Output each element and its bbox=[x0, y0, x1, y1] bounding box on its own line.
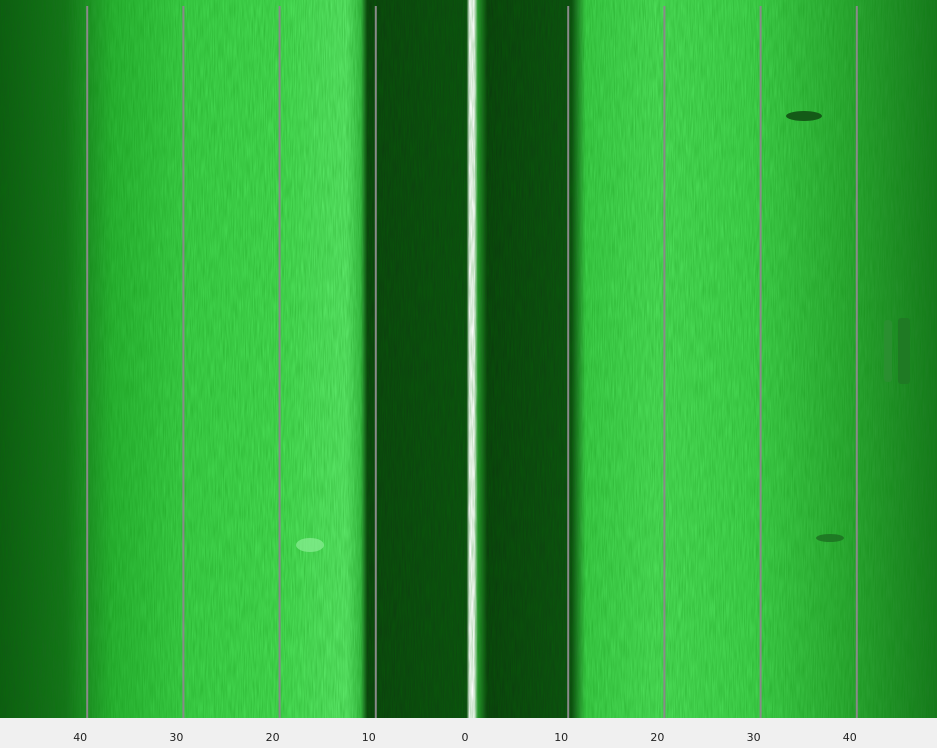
range-label: 40 bbox=[73, 731, 87, 744]
range-label: 0 bbox=[462, 731, 469, 744]
sonar-noise bbox=[0, 0, 937, 718]
target-echo bbox=[884, 320, 892, 382]
target-echo bbox=[816, 534, 844, 542]
range-axis bbox=[0, 718, 937, 748]
target-echo bbox=[898, 318, 910, 384]
target-echo bbox=[786, 111, 822, 121]
range-label: 20 bbox=[266, 731, 280, 744]
range-label: 40 bbox=[843, 731, 857, 744]
range-label: 20 bbox=[650, 731, 664, 744]
range-label: 30 bbox=[169, 731, 183, 744]
target-echo bbox=[296, 538, 324, 552]
range-label: 10 bbox=[554, 731, 568, 744]
range-label: 10 bbox=[362, 731, 376, 744]
range-label: 30 bbox=[747, 731, 761, 744]
